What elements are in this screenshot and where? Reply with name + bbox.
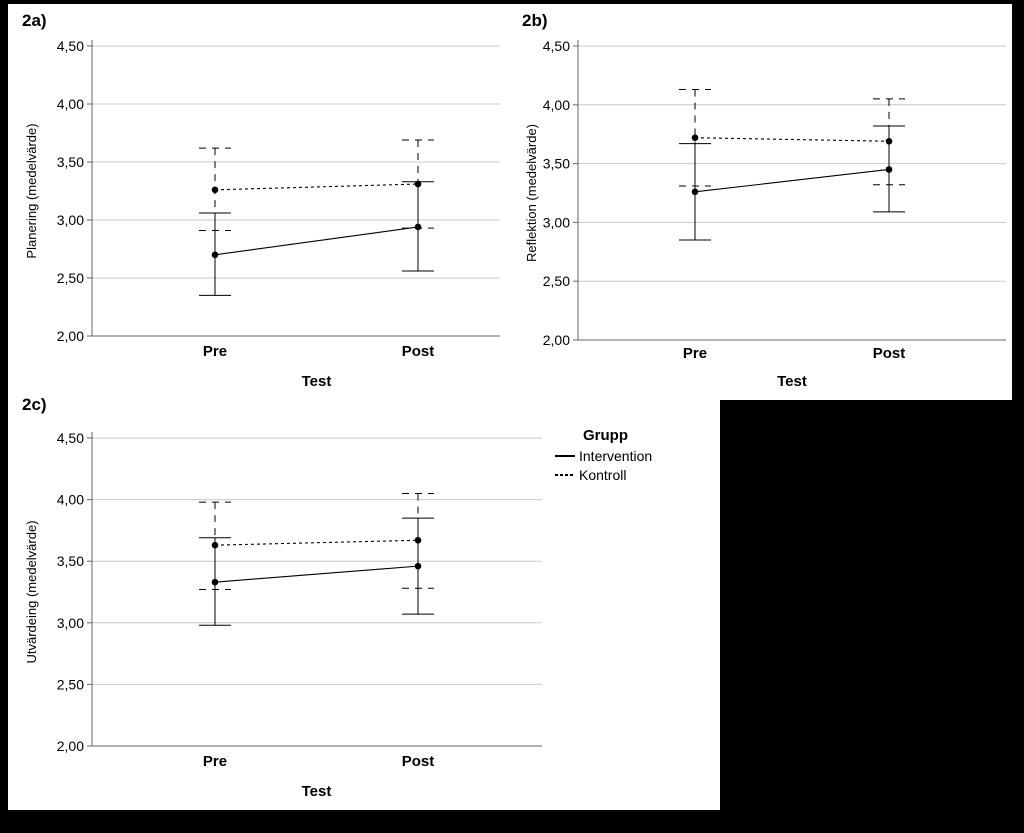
panel-2a: 2a) 2,00 2,50 3,00 3,50 4,00 4,50 Pre Post Test Pl… — [8, 4, 508, 394]
y-tick-label: 4,00 — [57, 492, 84, 508]
panel-label-2a: 2a) — [22, 11, 47, 30]
y-tick-label: 3,50 — [57, 154, 84, 170]
y-tick-label: 2,00 — [543, 332, 570, 348]
x-tick-label-post: Post — [873, 345, 906, 362]
y-tick-label: 4,50 — [57, 38, 84, 54]
y-tick-label: 2,00 — [57, 328, 84, 344]
y-tick-label: 4,50 — [57, 430, 84, 446]
data-point-kontroll — [414, 536, 422, 544]
legend-title: Grupp — [583, 427, 628, 444]
chart-2a: 2a) 2,00 2,50 3,00 3,50 4,00 4,50 Pre Post Test Pl… — [22, 11, 500, 390]
data-point-intervention — [211, 251, 219, 259]
series-line-kontroll — [694, 137, 890, 142]
data-point-kontroll — [885, 137, 893, 145]
panel-label-2c: 2c) — [22, 395, 47, 414]
y-axis-label: Planering (medelvärde) — [24, 123, 39, 258]
x-tick-label-post: Post — [402, 343, 435, 360]
x-axis-label: Test — [302, 373, 332, 390]
legend-label-intervention: Intervention — [579, 448, 652, 464]
series-line-intervention — [214, 565, 419, 583]
y-tick-label: 2,00 — [57, 738, 84, 754]
x-tick-label-pre: Pre — [683, 345, 707, 362]
data-point-kontroll — [414, 180, 422, 188]
x-axis-label: Test — [777, 373, 807, 390]
chart-2c: 2c) 2,00 2,50 3,00 3,50 4,00 4,50 Pre Post Test Ut… — [22, 395, 652, 800]
x-axis-label: Test — [302, 783, 332, 800]
panel-2c: 2c) 2,00 2,50 3,00 3,50 4,00 4,50 Pre Post Test Ut… — [8, 394, 720, 810]
y-tick-label: 3,00 — [543, 214, 570, 230]
legend-label-kontroll: Kontroll — [579, 467, 626, 483]
y-tick-label: 3,50 — [57, 553, 84, 569]
series-line-intervention — [214, 226, 419, 256]
y-axis-label: Utvärdeing (medelvärde) — [24, 520, 39, 663]
y-tick-label: 4,00 — [57, 96, 84, 112]
y-tick-label: 2,50 — [57, 676, 84, 692]
y-tick-label: 3,00 — [57, 212, 84, 228]
x-tick-label-pre: Pre — [203, 753, 227, 770]
series-line-intervention — [694, 168, 890, 193]
series-line-kontroll — [214, 539, 419, 546]
y-tick-label: 4,50 — [543, 38, 570, 54]
data-point-kontroll — [211, 186, 219, 194]
y-tick-label: 3,00 — [57, 615, 84, 631]
series-line-kontroll — [214, 183, 419, 191]
panel-label-2b: 2b) — [522, 11, 548, 30]
x-tick-label-pre: Pre — [203, 343, 227, 360]
data-point-kontroll — [691, 134, 699, 142]
x-tick-label-post: Post — [402, 753, 435, 770]
y-axis-label: Reflektion (medelvärde) — [524, 124, 539, 262]
y-tick-label: 2,50 — [543, 273, 570, 289]
chart-2b: 2b) 2,00 2,50 3,00 3,50 4,00 4,50 Pre Post Test Re… — [522, 11, 1006, 390]
y-tick-label: 4,00 — [543, 97, 570, 113]
data-point-kontroll — [211, 541, 219, 549]
y-tick-label: 2,50 — [57, 270, 84, 286]
panel-2b: 2b) 2,00 2,50 3,00 3,50 4,00 4,50 Pre Post Test Re… — [508, 4, 1012, 400]
y-tick-label: 3,50 — [543, 156, 570, 172]
data-point-intervention — [691, 188, 699, 196]
data-point-intervention — [414, 562, 422, 570]
